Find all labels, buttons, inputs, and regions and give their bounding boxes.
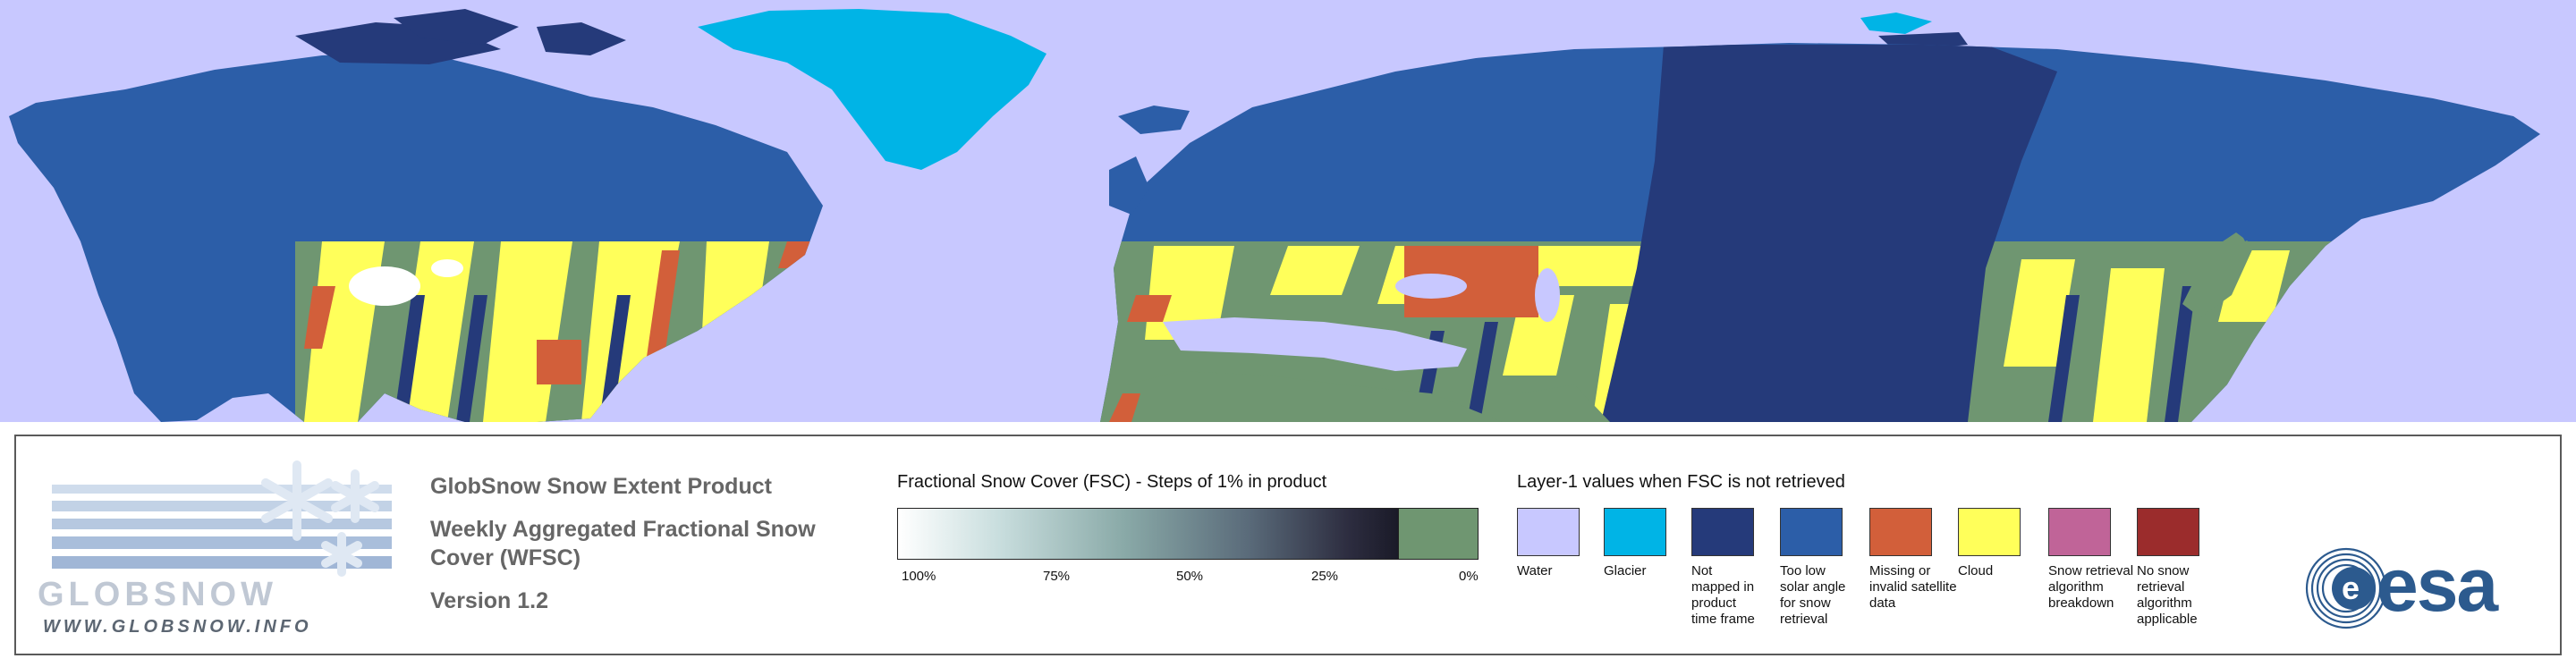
globsnow-logo — [38, 449, 395, 646]
label-not-applicable: No snow retrieval algorithm applicable — [2137, 563, 2198, 627]
label-missing: Missing or invalid satellite data — [1869, 563, 1957, 611]
fsc-tick-25: 25% — [1311, 569, 1339, 584]
fsc-tick-50: 50% — [1176, 569, 1204, 584]
swatch-low-solar — [1780, 508, 1843, 556]
fsc-color-bar — [897, 508, 1479, 560]
label-not-mapped: Not mapped in product time frame — [1691, 563, 1755, 627]
swatch-water — [1517, 508, 1580, 556]
esa-wordmark: esa — [2377, 543, 2498, 627]
fsc-tick-100: 100% — [902, 569, 936, 584]
svg-text:e: e — [2342, 570, 2360, 606]
product-subtitle-line1: Weekly Aggregated Fractional Snow — [430, 517, 816, 542]
globsnow-url: WWW.GLOBSNOW.INFO — [43, 617, 312, 637]
label-breakdown: Snow retrieval algorithm breakdown — [2048, 563, 2134, 611]
esa-emblem-icon: e — [2305, 547, 2387, 629]
swatch-cloud — [1958, 508, 2021, 556]
snow-cover-map — [0, 0, 2576, 422]
swatch-missing — [1869, 508, 1932, 556]
swatch-not-mapped — [1691, 508, 1754, 556]
label-cloud: Cloud — [1958, 563, 1994, 578]
snowflake-logo-graphic — [52, 460, 392, 577]
label-low-solar: Too low solar angle for snow retrieval — [1780, 563, 1846, 627]
fsc-gradient — [898, 509, 1398, 559]
fsc-scale-title: Fractional Snow Cover (FSC) - Steps of 1… — [897, 472, 1327, 492]
fsc-tick-75: 75% — [1043, 569, 1071, 584]
fsc-zero-swatch — [1398, 509, 1478, 559]
swatch-glacier — [1604, 508, 1666, 556]
legend-panel: GLOBSNOW WWW.GLOBSNOW.INFO GlobSnow Snow… — [14, 435, 2562, 655]
product-version: Version 1.2 — [430, 588, 549, 613]
swatch-not-applicable — [2137, 508, 2199, 556]
layer1-title: Layer-1 values when FSC is not retrieved — [1517, 472, 1845, 492]
label-water: Water — [1517, 563, 1553, 578]
product-subtitle-line2: Cover (WFSC) — [430, 545, 581, 570]
fsc-tick-0: 0% — [1459, 569, 1479, 584]
swatch-breakdown — [2048, 508, 2111, 556]
product-title: GlobSnow Snow Extent Product — [430, 474, 772, 499]
esa-logo: e esa — [2301, 543, 2561, 633]
label-glacier: Glacier — [1604, 563, 1647, 578]
globsnow-wordmark: GLOBSNOW — [38, 576, 277, 613]
